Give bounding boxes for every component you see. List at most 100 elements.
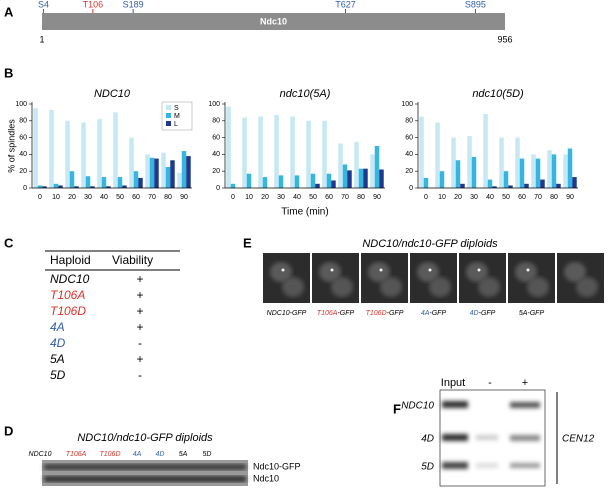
y-axis-label: % of spindles [6, 119, 16, 173]
x-tick-label: 70 [341, 194, 349, 201]
band-label: Ndc10 [253, 473, 279, 483]
site-label: S895 [465, 0, 486, 9]
y-tick-label: 60 [405, 134, 413, 141]
bar [154, 158, 159, 188]
western-title: NDC10/ndc10-GFP diploids [77, 432, 213, 444]
bar [515, 137, 520, 188]
caption: 4A-GFP [421, 310, 447, 317]
bar [138, 177, 143, 188]
cell [417, 262, 439, 282]
lane-label: 4A [133, 451, 142, 458]
y-tick-label: 60 [212, 134, 220, 141]
bar [374, 146, 380, 188]
x-tick-label: 20 [68, 194, 76, 201]
bar [363, 168, 368, 188]
bar [315, 183, 320, 188]
x-tick-label: 20 [261, 194, 269, 201]
x-tick-label: 90 [373, 194, 381, 201]
x-tick-label: 50 [116, 194, 124, 201]
panel-label: A [4, 4, 14, 19]
bar [230, 183, 236, 188]
bar [503, 171, 509, 188]
table-strain: 5D [50, 368, 66, 382]
site-label: T627 [335, 0, 356, 9]
bar [129, 137, 134, 188]
bar [492, 186, 497, 188]
x-tick-label: 80 [164, 194, 172, 201]
bar [455, 160, 461, 188]
bar [347, 170, 352, 188]
table-strain: 4A [50, 320, 65, 334]
x-tick-label: 0 [231, 194, 235, 201]
table-strain: 5A [50, 352, 65, 366]
table-strain: T106A [50, 288, 85, 302]
site-label: S4 [38, 0, 49, 9]
panel-label: C [4, 235, 14, 250]
bar [122, 185, 127, 188]
x-tick-label: 60 [325, 194, 333, 201]
bar [49, 109, 54, 188]
y-tick-label: 0 [216, 185, 220, 192]
band-label: Ndc10-GFP [253, 461, 301, 471]
cell [380, 277, 402, 297]
bar [161, 152, 166, 188]
cell [282, 277, 304, 297]
bar [246, 173, 252, 188]
cell [527, 277, 549, 297]
x-tick-label: 60 [518, 194, 526, 201]
legend-swatch [166, 105, 171, 110]
table-strain: 4D [50, 336, 66, 350]
x-tick-label: 40 [293, 194, 301, 201]
x-tick-label: 10 [245, 194, 253, 201]
chip-column: Input [441, 377, 465, 389]
bar [101, 177, 107, 188]
lane-label: 4D [156, 451, 165, 458]
gfp-dot [281, 268, 285, 272]
bar [226, 106, 231, 188]
bar [567, 148, 573, 188]
chip-box [439, 389, 546, 487]
x-tick-label: 0 [38, 194, 42, 201]
lane-label: 5A [179, 451, 188, 458]
bar [149, 157, 155, 188]
y-tick-label: 80 [405, 118, 413, 125]
table-strain: NDC10 [50, 272, 90, 286]
bar [531, 154, 536, 188]
cell [319, 262, 341, 282]
table-header: Viability [112, 253, 153, 267]
bar [186, 156, 191, 188]
x-tick-label: 10 [438, 194, 446, 201]
bar [145, 154, 150, 188]
bar [97, 119, 102, 188]
y-tick-label: 0 [409, 185, 413, 192]
lane-label: T106A [66, 451, 87, 458]
bar [33, 108, 38, 188]
caption-suffix: -GFP [337, 310, 354, 317]
x-tick-label: 20 [454, 194, 462, 201]
x-tick-label: 90 [180, 194, 188, 201]
x-tick-label: 60 [132, 194, 140, 201]
bar [165, 167, 171, 188]
bar [177, 172, 182, 188]
x-tick-label: 30 [277, 194, 285, 201]
caption-suffix: -GFP [429, 310, 446, 317]
bar [274, 114, 279, 188]
caption-suffix: -GFP [479, 310, 496, 317]
bar [358, 168, 364, 188]
cell [564, 262, 586, 282]
bar [65, 120, 70, 188]
caption-strain: NDC10 [267, 310, 290, 317]
gfp-dot [330, 268, 334, 272]
bar [342, 164, 348, 188]
x-axis-label: Time (min) [281, 207, 328, 218]
bar [487, 179, 493, 188]
bar [37, 185, 43, 188]
cell [576, 277, 598, 297]
y-tick-label: 0 [23, 185, 27, 192]
bar [53, 183, 59, 188]
legend-swatch [166, 121, 171, 126]
bar [572, 177, 577, 188]
bar [535, 158, 541, 188]
chart-title: ndc10(5A) [280, 88, 331, 100]
